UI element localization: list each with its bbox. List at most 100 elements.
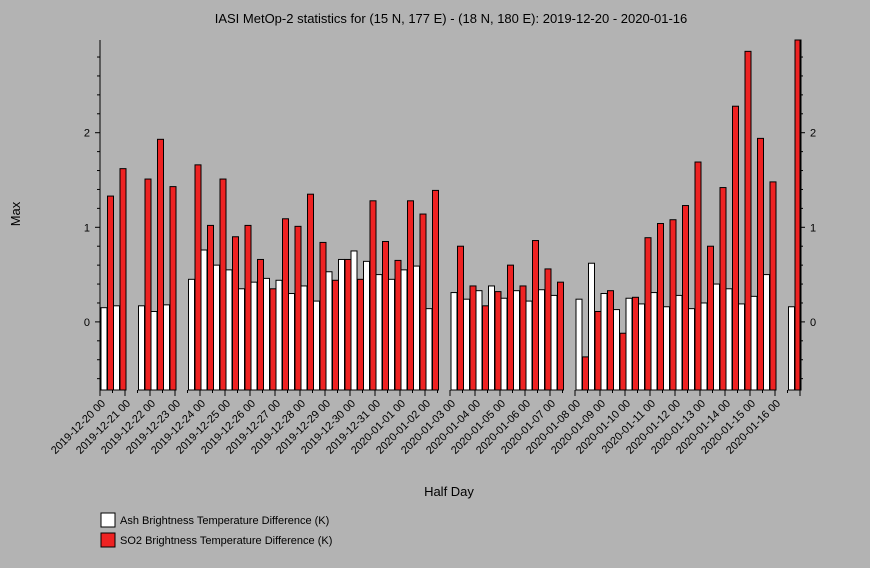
ash-bar [750,295,758,391]
ash-bar [138,305,145,391]
so2-bar [319,241,327,391]
y-tick-label: 0 [84,317,90,329]
so2-bar [307,193,314,391]
so2-bar [582,356,589,391]
ash-bar [738,303,745,391]
ash-bar [500,297,508,391]
ash-bar [400,269,408,391]
so2-bar [344,258,352,391]
ash-bar [488,285,495,391]
ash-bar [113,305,120,391]
ash-bar [788,306,795,391]
ash-bar [363,260,370,391]
so2-bar [357,278,364,391]
ash-bar [463,298,470,391]
chart-title: IASI MetOp-2 statistics for (15 N, 177 E… [215,11,688,26]
so2-bar [557,281,564,391]
so2-bar [794,39,802,391]
legend: Ash Brightness Temperature Difference (K… [100,512,332,548]
so2-bar [169,186,177,391]
ash-bar [350,250,358,391]
ash-bar [338,258,345,391]
so2-bar [744,50,752,391]
ash-bar [263,277,270,391]
ash-bar [588,262,595,391]
bars-group [100,39,802,391]
so2-bar [482,305,489,391]
ash-bar [625,297,633,391]
so2-bar [682,205,689,391]
ash-bar [675,294,683,391]
ash-bar [100,307,108,391]
legend-swatch [100,512,116,528]
so2-bar [419,213,427,391]
ash-bar [313,300,320,391]
so2-bar [494,291,502,391]
so2-bar [732,105,739,391]
ash-bar [325,271,333,391]
legend-label: SO2 Brightness Temperature Difference (K… [120,535,332,547]
so2-bar [532,240,539,391]
legend-label: Ash Brightness Temperature Difference (K… [120,515,329,527]
so2-bar [694,161,702,391]
ash-bar [300,285,308,391]
so2-bar [657,223,664,391]
so2-bar [369,200,377,391]
ash-bar [575,298,583,391]
ash-bar [663,306,670,391]
so2-bar [432,189,439,391]
ash-bar [388,278,395,391]
so2-bar [194,164,202,391]
ash-bar [550,294,558,391]
ash-bar [650,292,658,391]
so2-bar [119,168,127,391]
so2-bar [507,264,514,391]
so2-bar [232,236,239,391]
so2-bar [157,138,164,391]
legend-swatch [100,532,116,548]
ash-bar [475,290,483,391]
ash-bar [450,292,458,391]
y-tick-label-right: 1 [810,222,816,234]
so2-bar [607,290,614,391]
so2-bar [457,245,464,391]
ash-bar [275,279,283,391]
x-axis-label: Half Day [424,484,474,499]
ash-bar [613,309,620,391]
axes-group [99,40,801,390]
ash-bar [713,283,720,391]
ash-bar [288,293,295,391]
ash-bar [700,302,708,391]
so2-bar [282,218,289,391]
so2-bar [269,288,277,391]
so2-bar [707,245,714,391]
so2-bar [107,195,114,391]
so2-bar [669,219,677,391]
so2-bar [144,178,152,391]
so2-bar [257,258,264,391]
so2-bar [757,137,764,391]
ash-bar [225,269,233,391]
ash-bar [250,281,258,391]
ash-bar [200,249,208,391]
ash-bar [375,274,383,391]
ash-bar [213,264,220,391]
ash-bar [163,304,170,391]
so2-bar [769,181,777,391]
ash-bar [763,274,770,391]
ash-bar [600,293,608,391]
so2-bar [719,187,727,391]
y-tick-label: 2 [84,128,90,140]
ash-bar [188,278,195,391]
ash-bar [238,288,245,391]
y-ticks-group: 0 0 1 1 2 2 [84,56,816,380]
ash-bar [688,308,695,391]
so2-bar [619,332,627,391]
y-tick-label-right: 0 [810,317,816,329]
ash-bar [638,303,645,391]
so2-bar [469,285,477,391]
so2-bar [332,279,339,391]
